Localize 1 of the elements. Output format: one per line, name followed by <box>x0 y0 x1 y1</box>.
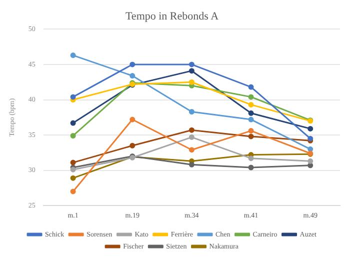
chart-title: Tempo in Rebonds A <box>125 10 219 22</box>
